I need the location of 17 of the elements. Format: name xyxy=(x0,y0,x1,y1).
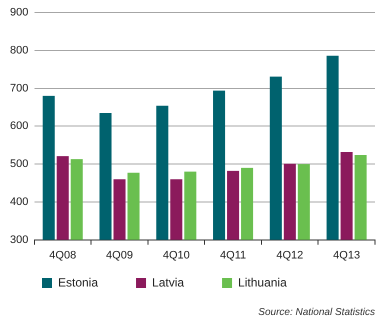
x-tick-label: 4Q09 xyxy=(106,249,133,262)
x-tick-label: 4Q12 xyxy=(276,249,304,262)
legend-label: Latvia xyxy=(152,275,184,290)
source-note: Source: National Statistics xyxy=(258,307,375,318)
x-tick-label: 4Q08 xyxy=(49,249,76,262)
y-tick-label: 600 xyxy=(10,120,28,132)
legend-label: Estonia xyxy=(58,275,98,290)
legend-label: Lithuania xyxy=(238,275,288,290)
y-tick-label: 400 xyxy=(10,196,28,208)
x-tick-label: 4Q13 xyxy=(333,249,360,262)
y-tick-label: 800 xyxy=(10,44,28,56)
y-tick-label: 500 xyxy=(10,158,28,170)
y-tick-label: 300 xyxy=(10,234,28,246)
x-tick-label: 4Q11 xyxy=(220,249,246,262)
y-tick-label: 700 xyxy=(10,82,28,94)
y-tick-label: 900 xyxy=(10,6,28,19)
x-tick-label: 4Q10 xyxy=(162,249,190,262)
